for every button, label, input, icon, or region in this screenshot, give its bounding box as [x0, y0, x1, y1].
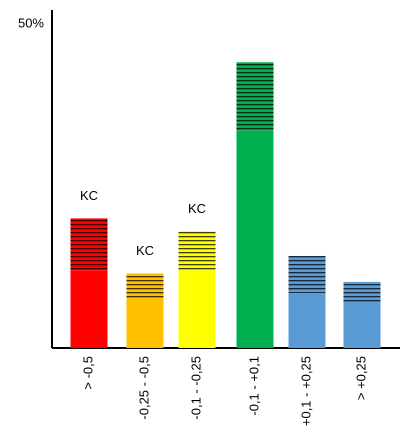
bar-segment	[236, 130, 274, 348]
hatch	[236, 62, 274, 131]
bar-segment	[178, 231, 216, 271]
bar-segment	[70, 270, 108, 348]
bar	[236, 130, 274, 348]
bar	[343, 301, 381, 348]
bar-segment	[343, 281, 381, 302]
y-tick-label: 50%	[18, 15, 44, 30]
annotation: KC	[80, 188, 98, 203]
x-tick-label: > +0,25	[353, 356, 368, 400]
annotation: KC	[188, 201, 206, 216]
bar-segment	[126, 299, 164, 348]
hatch	[178, 231, 216, 271]
bar-segment	[126, 273, 164, 300]
x-tick-label: > -0,5	[80, 356, 95, 390]
bar	[70, 270, 108, 348]
annotation: KC	[136, 243, 154, 258]
bar-segment	[70, 218, 108, 271]
bar-segment	[288, 255, 326, 293]
bar-segment	[236, 62, 274, 131]
bar-segment	[178, 270, 216, 348]
x-tick-label: -0,1 - -0,25	[188, 356, 203, 420]
x-tick-label: -0,25 - -0,5	[136, 356, 151, 420]
x-tick-label: -0,1 - +0,1	[246, 356, 261, 416]
x-tick-label: +0,1 - +0,25	[298, 356, 313, 426]
hatch	[70, 218, 108, 271]
bar	[288, 292, 326, 348]
bar	[126, 299, 164, 348]
hatch	[126, 273, 164, 300]
hatch	[343, 281, 381, 302]
bar-segment	[343, 301, 381, 348]
bar-segment	[288, 292, 326, 348]
hatch	[288, 255, 326, 293]
bar	[178, 270, 216, 348]
